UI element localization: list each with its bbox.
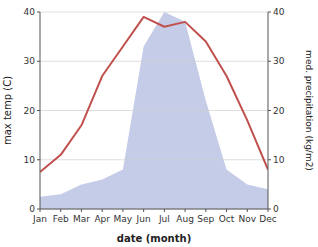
x-tick-label: Nov (238, 214, 256, 224)
chart: 0 10 20 30 40 0 10 20 30 40 Jan Feb Mar Apr MayJun Jul A… (0, 0, 318, 247)
x-tick (268, 209, 269, 212)
x-tick (81, 209, 82, 212)
y-tick (37, 61, 40, 62)
axes: 0 10 20 30 40 0 10 20 30 40 Jan Feb Mar Apr MayJun Jul A… (24, 7, 285, 224)
y2-axis-label: med. precipitation (kg/m2) (304, 50, 314, 171)
y-tick (37, 110, 40, 111)
x-tick (247, 209, 248, 212)
plot-area-top (40, 17, 268, 172)
grid-line (40, 110, 268, 111)
x-tick-label: Apr (94, 214, 110, 224)
grid-line (40, 61, 268, 62)
y-axis-label: max temp (C) (2, 76, 13, 145)
x-tick-label: Mar (73, 214, 90, 224)
grid (40, 12, 268, 209)
line (40, 17, 268, 172)
x-tick (226, 209, 227, 212)
x-tick (60, 209, 61, 212)
y-tick-label: 40 (24, 7, 36, 17)
x-axis-line (40, 209, 268, 210)
y-tick-label: 10 (24, 155, 36, 165)
x-tick (143, 209, 144, 212)
plot-area (40, 12, 268, 209)
grid-line (40, 12, 268, 13)
y-tick (37, 159, 40, 160)
y-tick-label: 0 (29, 204, 35, 214)
x-tick (164, 209, 165, 212)
y-tick-label: 30 (24, 56, 36, 66)
x-tick-label: Jul (158, 214, 170, 224)
x-tick-label: Jun (136, 214, 151, 224)
y2-tick-label: 10 (273, 155, 285, 165)
x-tick-label: Feb (53, 214, 69, 224)
grid-line (40, 209, 268, 210)
x-tick (185, 209, 186, 212)
y2-tick-label: 20 (273, 106, 285, 116)
y2-tick-label: 0 (273, 204, 279, 214)
x-tick (205, 209, 206, 212)
x-tick (122, 209, 123, 212)
x-axis-label: date (month) (117, 233, 191, 244)
x-tick-label: Sep (197, 214, 214, 224)
y2-tick (268, 61, 271, 62)
x-tick-label: Oct (219, 214, 235, 224)
y2-tick-label: 40 (273, 7, 285, 17)
x-tick (102, 209, 103, 212)
area (40, 12, 268, 209)
x-tick-label: Jan (32, 214, 47, 224)
y-tick (37, 12, 40, 13)
x-tick-label: Dec (259, 214, 276, 224)
y2-tick (268, 110, 271, 111)
x-tick-label: Aug (176, 214, 194, 224)
grid-line (40, 159, 268, 160)
x-tick-label: May (114, 214, 133, 224)
y-tick-label: 20 (24, 106, 36, 116)
x-tick (40, 209, 41, 212)
y2-tick (268, 159, 271, 160)
y2-tick (268, 12, 271, 13)
y2-tick-label: 30 (273, 56, 285, 66)
